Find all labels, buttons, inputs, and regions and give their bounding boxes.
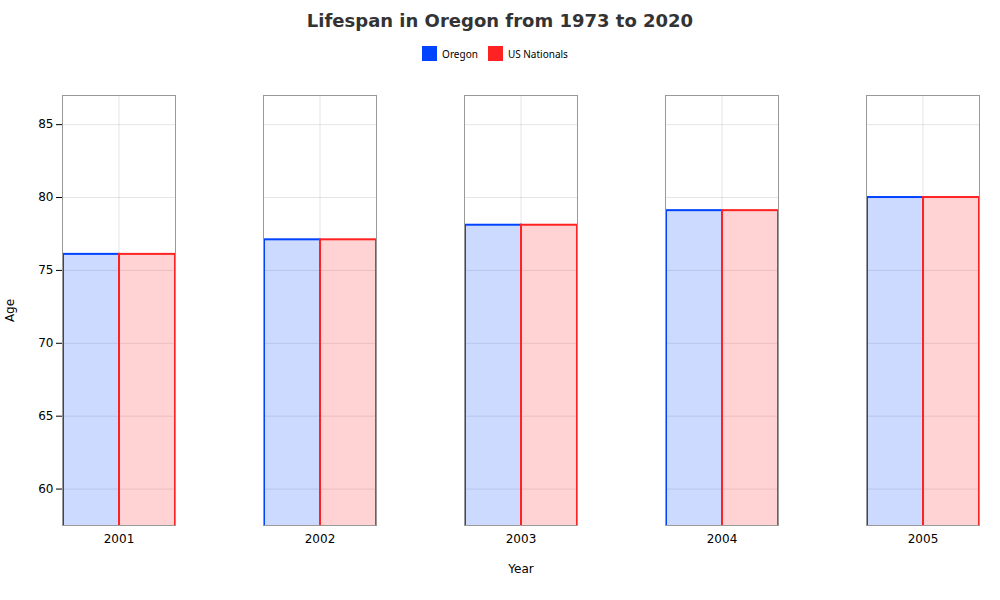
svg-text:75: 75: [38, 263, 53, 277]
svg-text:2003: 2003: [506, 532, 537, 546]
svg-text:70: 70: [38, 336, 53, 350]
svg-text:2002: 2002: [305, 532, 336, 546]
svg-text:2005: 2005: [908, 532, 939, 546]
svg-text:Year: Year: [507, 562, 533, 576]
svg-text:65: 65: [38, 409, 53, 423]
html-text:Lifespan in Oregon from 1973 t: Lifespan in Oregon from 1973 to 2020: [306, 10, 694, 31]
svg-text:85: 85: [38, 117, 53, 131]
svg-text:80: 80: [38, 190, 53, 204]
html-text:Oregon: Oregon: [442, 46, 478, 61]
svg-text:2001: 2001: [104, 532, 135, 546]
html-text:US Nationals: US Nationals: [507, 46, 568, 61]
svg-text:60: 60: [38, 482, 53, 496]
svg-text:Age: Age: [3, 299, 17, 322]
svg-text:2004: 2004: [707, 532, 738, 546]
